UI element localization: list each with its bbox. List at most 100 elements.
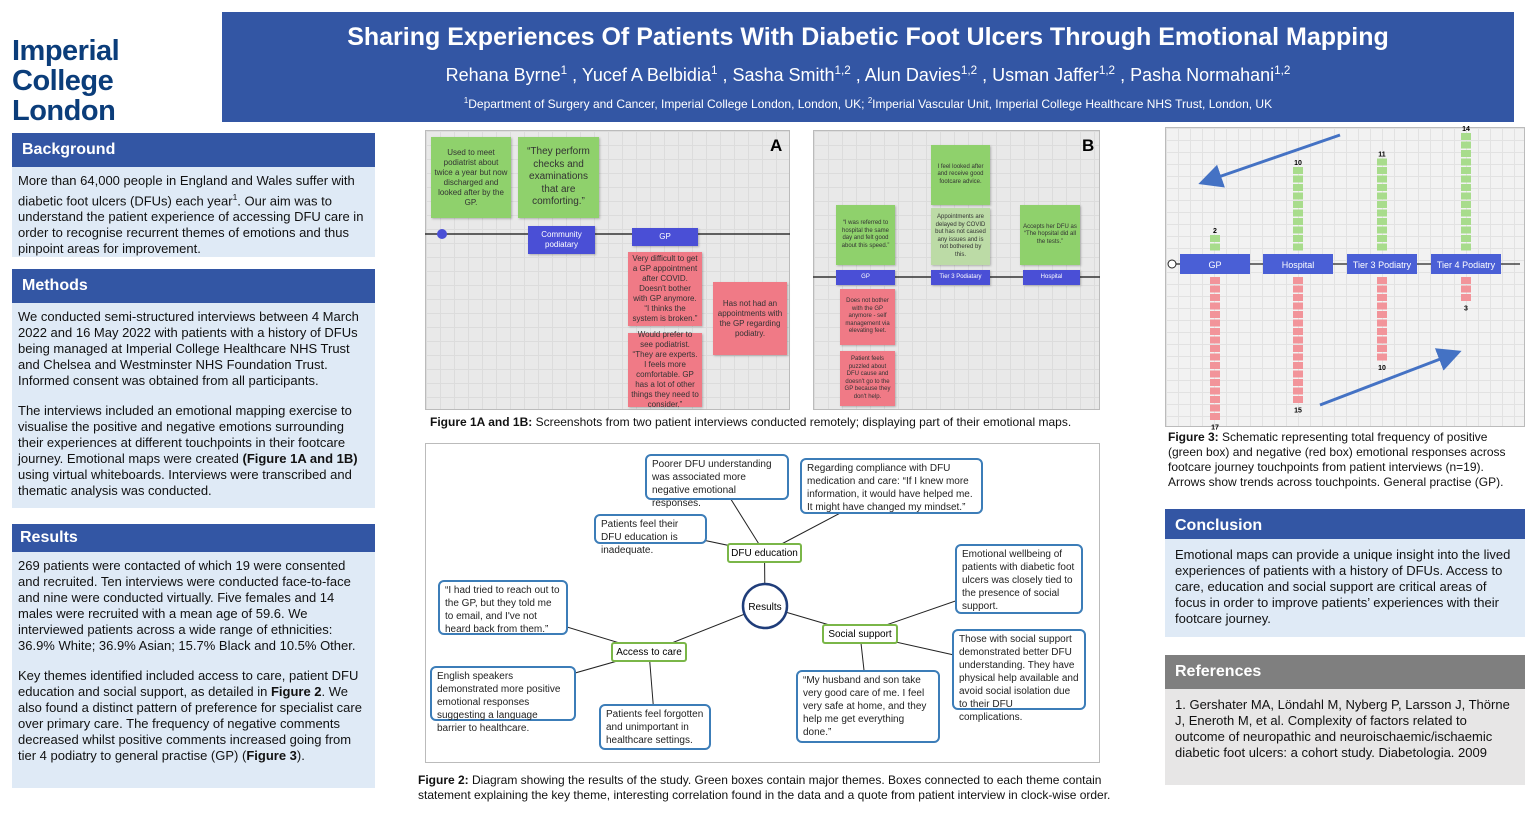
positive-count: 14	[1462, 126, 1470, 133]
figure-caption: Figure 2: Diagram showing the results of…	[418, 773, 1138, 803]
sticky-note: Used to meet podiatrist about twice a ye…	[431, 137, 511, 218]
positive-box	[1461, 158, 1471, 166]
sticky-note: Very difficult to get a GP appointment a…	[628, 252, 702, 326]
negative-count: 10	[1378, 365, 1386, 372]
sticky-note: “I was referred to hospital the same day…	[836, 205, 895, 265]
author-name: , Yucef A Belbidia	[567, 65, 711, 85]
positive-box	[1461, 150, 1471, 157]
positive-box	[1293, 192, 1303, 200]
statement-box: Emotional wellbeing of patients with dia…	[955, 544, 1083, 614]
negative-box	[1461, 277, 1471, 284]
negative-box	[1210, 413, 1220, 420]
negative-box	[1461, 294, 1471, 301]
positive-box	[1377, 243, 1387, 251]
paragraph: Key themes identified included access to…	[18, 668, 369, 764]
negative-box	[1377, 302, 1387, 310]
negative-box	[1210, 277, 1220, 284]
positive-count: 10	[1294, 160, 1302, 167]
logo-line: London	[12, 95, 116, 127]
negative-box	[1293, 336, 1303, 344]
negative-box	[1210, 404, 1220, 412]
touchpoint-box	[1431, 254, 1501, 274]
section-heading: Background	[12, 133, 375, 167]
negative-box	[1210, 353, 1220, 361]
section-body: More than 64,000 people in England and W…	[12, 167, 375, 257]
statement-box: Patients feel forgotten and unimportant …	[599, 704, 711, 750]
positive-box	[1461, 133, 1471, 140]
text-run: More than 64,000 people in England and W…	[18, 173, 355, 209]
theme-box: Access to care	[611, 642, 687, 662]
paragraph: 1. Gershater MA, Löndahl M, Nyberg P, La…	[1175, 697, 1515, 761]
text-run: We conducted semi-structured interviews …	[18, 309, 359, 388]
negative-box	[1293, 277, 1303, 284]
paragraph: 269 patients were contacted of which 19 …	[18, 558, 369, 654]
negative-box	[1293, 379, 1303, 386]
text-run: Figure 3:	[1168, 430, 1219, 444]
text-run: 1	[232, 192, 238, 202]
text-run: ).	[296, 748, 305, 763]
positive-box	[1377, 175, 1387, 183]
touchpoint-box	[1347, 254, 1417, 274]
statement-box: English speakers demonstrated more posit…	[430, 666, 576, 734]
negative-box	[1377, 336, 1387, 344]
sticky-note: GP	[632, 228, 698, 246]
statement-box: Regarding compliance with DFU medication…	[800, 458, 983, 514]
logo-line: Imperial College	[12, 35, 120, 97]
sticky-note: Patient feels puzzled about DFU cause an…	[840, 351, 895, 406]
negative-box	[1293, 345, 1303, 352]
positive-stack	[1293, 167, 1303, 251]
text-run: 269 patients were contacted of which 19 …	[18, 558, 356, 653]
paragraph: We conducted semi-structured interviews …	[18, 309, 369, 389]
positive-box	[1461, 243, 1471, 251]
author-name: , Alun Davies	[850, 65, 961, 85]
text-run: Figure 1A and 1B:	[430, 415, 533, 429]
section-heading: References	[1165, 655, 1525, 689]
negative-box	[1377, 285, 1387, 293]
sticky-note: Has not had an appointments with the GP …	[713, 282, 787, 355]
author-name: , Usman Jaffer	[977, 65, 1099, 85]
author-affiliation: 1,2	[834, 64, 851, 77]
touchpoint-label: Hospital	[1282, 260, 1315, 270]
section-heading: Results	[12, 524, 375, 552]
positive-box	[1461, 201, 1471, 208]
section-body: 1. Gershater MA, Löndahl M, Nyberg P, La…	[1165, 689, 1525, 785]
affiliations: 1Department of Surgery and Cancer, Imper…	[222, 96, 1514, 111]
section-body: 269 patients were contacted of which 19 …	[12, 552, 375, 788]
touchpoint-label: Tier 3 Podiatry	[1353, 260, 1412, 270]
text-run: 2	[867, 96, 873, 105]
negative-box	[1293, 285, 1303, 293]
negative-box	[1210, 345, 1220, 352]
positive-box	[1293, 175, 1303, 183]
negative-box	[1293, 396, 1303, 403]
figure-caption: Figure 1A and 1B: Screenshots from two p…	[430, 415, 1110, 430]
logo: Imperial College London	[12, 35, 222, 126]
paragraph: The interviews included an emotional map…	[18, 403, 369, 499]
paragraph: More than 64,000 people in England and W…	[18, 173, 369, 257]
positive-stack	[1210, 235, 1220, 251]
negative-box	[1293, 328, 1303, 335]
negative-box	[1293, 294, 1303, 301]
positive-box	[1461, 192, 1471, 200]
touchpoint-label: GP	[1208, 260, 1221, 270]
positive-box	[1377, 209, 1387, 217]
author-name: , Sasha Smith	[717, 65, 835, 85]
negative-box	[1461, 285, 1471, 293]
positive-box	[1461, 184, 1471, 191]
sticky-note: I feel looked after and receive good foo…	[931, 145, 990, 205]
text-run: Diagram showing the results of the study…	[418, 773, 1111, 802]
text-run: Imperial Vascular Unit, Imperial College…	[872, 97, 1273, 111]
negative-box	[1377, 319, 1387, 327]
text-run: Figure 2	[270, 684, 322, 699]
author-affiliation: 1,2	[1274, 64, 1291, 77]
positive-box	[1293, 184, 1303, 191]
sticky-note: Community podiatary	[528, 226, 595, 254]
positive-box	[1461, 167, 1471, 174]
positive-box	[1377, 201, 1387, 208]
positive-box	[1461, 209, 1471, 217]
theme-box: DFU education	[727, 543, 802, 563]
text-run: Figure 3	[246, 748, 297, 763]
positive-stack	[1461, 133, 1471, 251]
statement-box: Patients feel their DFU education is ina…	[594, 514, 707, 556]
negative-box	[1293, 362, 1303, 369]
negative-box	[1293, 302, 1303, 310]
